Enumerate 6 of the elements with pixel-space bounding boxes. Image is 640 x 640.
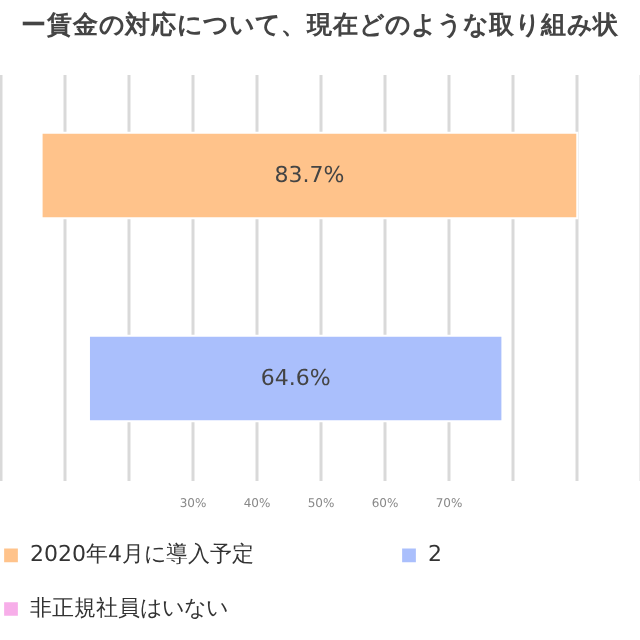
- legend-label: 2020年4月に導入予定: [30, 541, 254, 568]
- data-label: 83.7%: [274, 161, 345, 188]
- data-label: 64.6%: [260, 364, 331, 391]
- legend-label: 2: [428, 541, 442, 568]
- legend-label: 非正規社員はいない: [30, 595, 228, 621]
- chart-title: ー賃金の対応について、現在どのような取り組み状: [21, 9, 621, 39]
